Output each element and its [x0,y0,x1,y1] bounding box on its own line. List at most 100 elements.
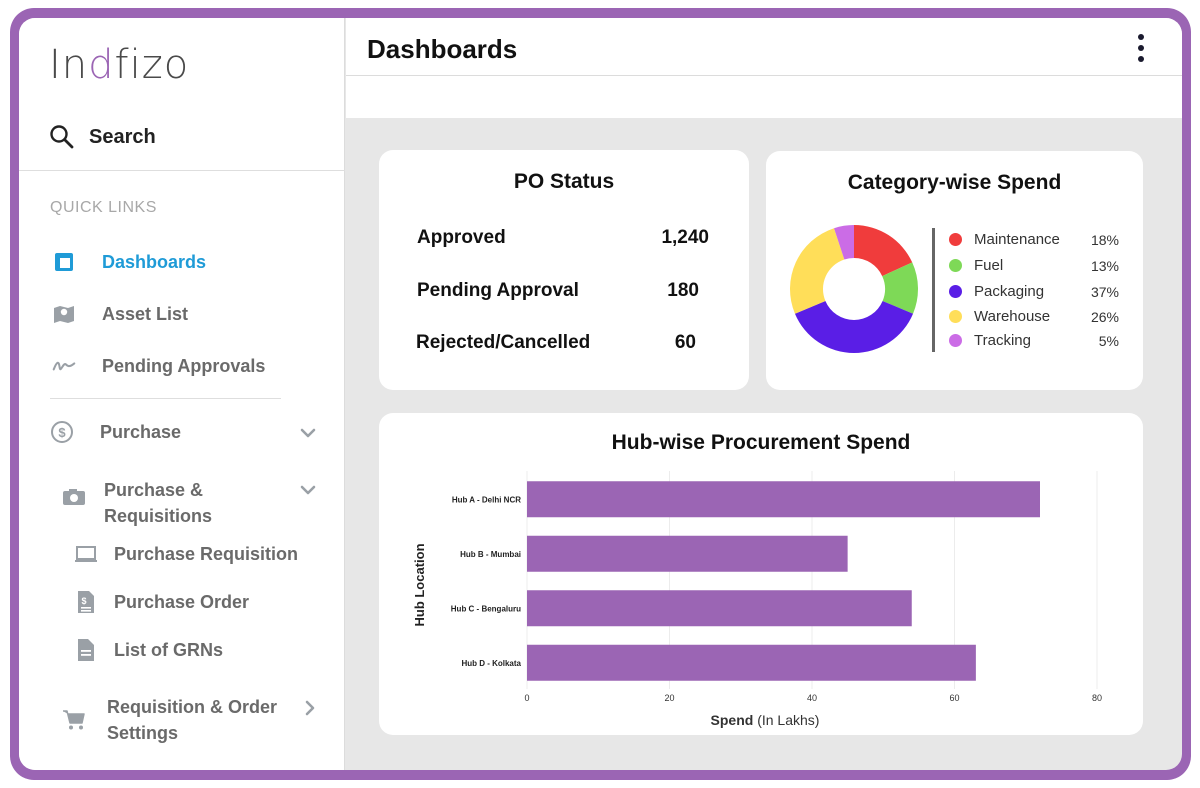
donut-slice-maintenance[interactable] [854,225,913,277]
sidebar-item-purchase-requisition[interactable]: Purchase Requisition [74,541,298,567]
legend-label: Tracking [974,332,1031,349]
y-tick-label: Hub A - Delhi NCR [452,495,521,504]
legend-item: Tracking 5% [949,332,1119,349]
chevron-down-icon[interactable] [297,479,319,501]
signature-icon [52,354,76,378]
category-spend-card: Category-wise Spend Maintenance 18% Fuel… [766,151,1143,390]
legend-divider [932,228,935,352]
sidebar-item-dashboards[interactable]: Dashboards [52,249,206,275]
chevron-down-icon[interactable] [297,422,319,444]
dollar-icon: $ [50,420,74,444]
po-row-rejected[interactable]: Rejected/Cancelled 60 [416,332,696,354]
bar-3[interactable] [527,590,912,627]
sidebar: Indfizo Search QUICK LINKS Dashboards As… [19,18,345,770]
x-axis-label-bold: Spend [711,712,754,728]
divider [19,170,345,171]
po-status-card: PO Status Approved 1,240 Pending Approva… [379,150,749,390]
sidebar-item-label: Purchase [100,422,182,442]
donut-slice-tracking[interactable] [834,225,854,260]
y-tick-label: Hub B - Mumbai [460,550,521,559]
legend-label: Fuel [974,257,1004,274]
page-title: Dashboards [367,34,518,64]
sidebar-item-pending-approvals[interactable]: Pending Approvals [52,353,265,379]
sidebar-item-purchase-order[interactable]: $ Purchase Order [74,589,249,615]
po-value: 180 [667,280,699,301]
svg-text:$: $ [81,596,86,606]
sidebar-item-asset-list[interactable]: Asset List [52,301,188,327]
bar-1[interactable] [527,481,1040,518]
donut-slice-fuel[interactable] [882,262,918,314]
x-tick-label: 0 [524,693,529,703]
sidebar-item-label: Requisition & Order Settings [107,697,278,743]
x-axis-label: Spend (In Lakhs) [711,712,820,728]
app-window: Indfizo Search QUICK LINKS Dashboards As… [19,18,1182,770]
legend-item: Packaging 37% [949,283,1119,300]
legend-item: Fuel 13% [949,257,1119,274]
legend-item: Warehouse 26% [949,308,1119,325]
legend-pct: 13% [1090,257,1119,274]
search-icon [50,125,74,149]
chevron-right-icon[interactable] [299,697,321,719]
legend-label: Packaging [974,283,1045,300]
donut-slice-warehouse[interactable] [790,228,845,314]
po-label: Rejected/Cancelled [416,332,591,353]
header-subbar [346,76,1182,118]
x-tick-label: 40 [807,693,817,703]
po-status-title: PO Status [513,170,615,193]
hub-spend-card: Hub-wise Procurement Spend Hub A - Delhi… [379,413,1143,735]
dashboard-icon [52,250,76,274]
po-row-pending[interactable]: Pending Approval 180 [417,280,699,302]
search-button[interactable]: Search [49,124,156,150]
sidebar-item-list-of-grns[interactable]: List of GRNs [74,637,223,663]
po-row-approved[interactable]: Approved 1,240 [417,227,709,249]
y-tick-label: Hub D - Kolkata [461,659,521,668]
po-label: Approved [417,227,506,248]
legend-swatch-maintenance [949,233,962,246]
hub-bar-chart: Hub A - Delhi NCR Hub B - Mumbai Hub C - B… [412,471,1102,728]
sidebar-item-label: Purchase Requisition [114,544,299,564]
divider [50,398,281,399]
category-donut-chart [790,225,918,353]
sidebar-item-label: Purchase Order [114,592,250,612]
legend-pct: 26% [1090,308,1119,325]
donut-slice-packaging[interactable] [794,300,914,353]
x-tick-label: 60 [949,693,959,703]
sidebar-item-purchase[interactable]: $ Purchase [50,419,181,445]
laptop-icon [74,542,98,566]
legend-swatch-fuel [949,259,962,272]
po-label: Pending Approval [417,280,579,301]
y-tick-label: Hub C - Bengaluru [451,604,521,613]
cart-icon [62,708,86,732]
logo: Indfizo [49,42,190,88]
x-axis-label-unit: (In Lakhs) [757,712,819,728]
sidebar-item-label: Dashboards [102,252,207,272]
category-spend-title: Category-wise Spend [847,171,1062,194]
svg-text:$: $ [58,425,66,440]
sidebar-item-label: Pending Approvals [102,356,266,376]
legend-swatch-packaging [949,285,962,298]
x-tick-label: 20 [664,693,674,703]
po-value: 60 [674,332,696,353]
sidebar-item-label: List of GRNs [114,640,224,660]
search-label: Search [89,125,156,148]
x-tick-label: 80 [1092,693,1102,703]
sidebar-item-label: Purchase & Requisitions [104,480,213,526]
y-axis-label: Hub Location [412,543,427,626]
legend-label: Maintenance [974,231,1060,248]
camera-icon [62,485,86,509]
sidebar-item-label: Asset List [102,304,189,324]
sidebar-item-purchase-requisitions[interactable]: Purchase & Requisitions [62,477,244,529]
legend-pct: 37% [1090,283,1119,300]
quick-links-heading: QUICK LINKS [50,199,157,216]
legend-item: Maintenance 18% [949,231,1119,248]
invoice-icon: $ [74,590,98,614]
legend-pct: 5% [1098,332,1119,349]
sidebar-item-requisition-order-settings[interactable]: Requisition & Order Settings [62,694,297,746]
legend-swatch-tracking [949,334,962,347]
po-value: 1,240 [661,227,709,248]
bar-2[interactable] [527,535,848,572]
more-options-icon[interactable] [1135,32,1147,64]
legend-label: Warehouse [974,308,1051,325]
file-icon [74,638,98,662]
bar-4[interactable] [527,644,976,681]
